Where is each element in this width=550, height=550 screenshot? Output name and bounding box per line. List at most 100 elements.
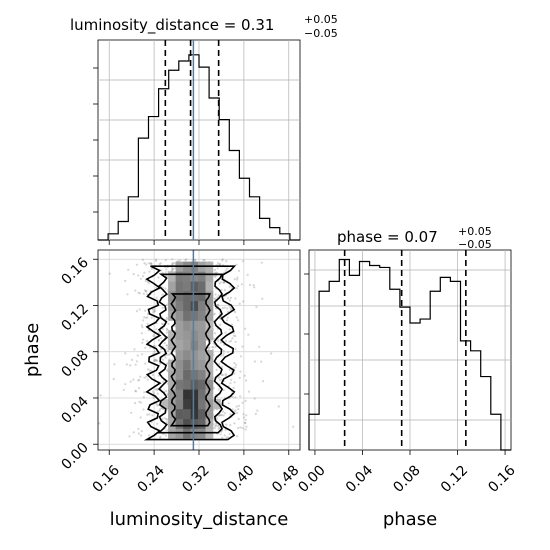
scatter-point [214, 425, 217, 428]
scatter-point [165, 274, 168, 278]
density-bin [198, 291, 206, 302]
scatter-point [133, 348, 136, 351]
scatter-point [229, 306, 232, 309]
scatter-point [143, 391, 146, 394]
phase-title-upper: +0.05 [458, 225, 492, 238]
scatter-point [223, 434, 226, 437]
scatter-point [140, 332, 143, 335]
density-bin [198, 379, 206, 390]
scatter-point [227, 297, 230, 300]
scatter-point [241, 401, 244, 404]
scatter-point [217, 303, 220, 306]
scatter-point [221, 258, 224, 261]
scatter-point [137, 274, 140, 277]
scatter-point [152, 392, 156, 395]
scatter-point [226, 351, 229, 354]
scatter-point [164, 287, 167, 290]
scatter-point [225, 423, 228, 426]
scatter-point [231, 337, 234, 340]
scatter-point [225, 260, 228, 263]
scatter-point [143, 376, 146, 379]
scatter-point [226, 307, 229, 310]
scatter-point [161, 306, 164, 309]
scatter-point [163, 342, 166, 345]
scatter-point [241, 345, 244, 348]
scatter-point [161, 358, 165, 361]
scatter-point [215, 417, 218, 420]
density-bin [190, 330, 199, 341]
scatter-point [224, 374, 227, 377]
scatter-point [150, 316, 153, 319]
scatter-point [172, 261, 175, 265]
scatter-point [141, 338, 145, 341]
scatter-point [224, 331, 227, 334]
scatter-point [151, 414, 154, 417]
density-bin [190, 300, 199, 311]
density-bin [175, 379, 184, 390]
scatter-point [219, 341, 222, 344]
scatter-point [161, 417, 164, 420]
density-bin [175, 428, 184, 439]
scatter-point [153, 350, 156, 353]
density-bin [190, 320, 199, 331]
scatter-point [194, 258, 197, 261]
scatter-point [214, 424, 218, 427]
scatter-point [222, 388, 225, 392]
scatter-point [141, 326, 144, 329]
scatter-point [113, 363, 116, 366]
scatter-point [150, 421, 153, 424]
scatter-point [222, 352, 225, 355]
scatter-point [245, 414, 248, 417]
scatter-point [237, 408, 240, 411]
scatter-point [237, 426, 240, 430]
density-bin [205, 379, 214, 390]
scatter-point [219, 323, 222, 326]
panel-ld-hist: luminosity_distance = 0.31 +0.05 −0.05 [70, 13, 338, 245]
scatter-point [221, 259, 224, 262]
2d-density-bins [160, 261, 221, 439]
density-bin [175, 300, 184, 311]
scatter-point [225, 319, 228, 322]
scatter-point [143, 271, 146, 274]
scatter-point [166, 329, 169, 332]
scatter-point [171, 262, 174, 265]
scatter-point [234, 340, 237, 343]
scatter-point [221, 373, 225, 376]
scatter-point [247, 333, 250, 336]
scatter-point [154, 388, 157, 391]
density-bin [175, 369, 184, 380]
scatter-point [215, 271, 218, 274]
density-bin [205, 359, 214, 370]
scatter-point [158, 338, 161, 341]
scatter-point [165, 303, 168, 307]
density-bin [183, 300, 191, 311]
scatter-point [134, 363, 137, 366]
scatter-point [156, 392, 159, 395]
density-bin [183, 350, 191, 361]
scatter-point [253, 360, 256, 363]
scatter-point [242, 416, 245, 419]
scatter-point [202, 259, 205, 262]
scatter-point [258, 345, 261, 348]
scatter-point [230, 307, 233, 310]
scatter-point [256, 409, 259, 412]
scatter-point [135, 360, 139, 363]
scatter-point [244, 428, 247, 431]
scatter-point [226, 267, 229, 270]
scatter-point [157, 331, 160, 334]
scatter-point [139, 416, 142, 419]
scatter-point [229, 296, 232, 299]
scatter-point [146, 316, 149, 319]
scatter-point [143, 289, 147, 292]
scatter-point [220, 281, 223, 284]
density-bin [198, 320, 206, 331]
scatter-point [155, 258, 158, 261]
scatter-point [141, 258, 144, 261]
density-bin [168, 389, 176, 400]
scatter-point [171, 267, 174, 270]
scatter-point [124, 383, 127, 386]
density-bin [205, 300, 214, 311]
scatter-point [217, 376, 220, 379]
scatter-point [130, 358, 134, 361]
scatter-point [260, 360, 263, 363]
